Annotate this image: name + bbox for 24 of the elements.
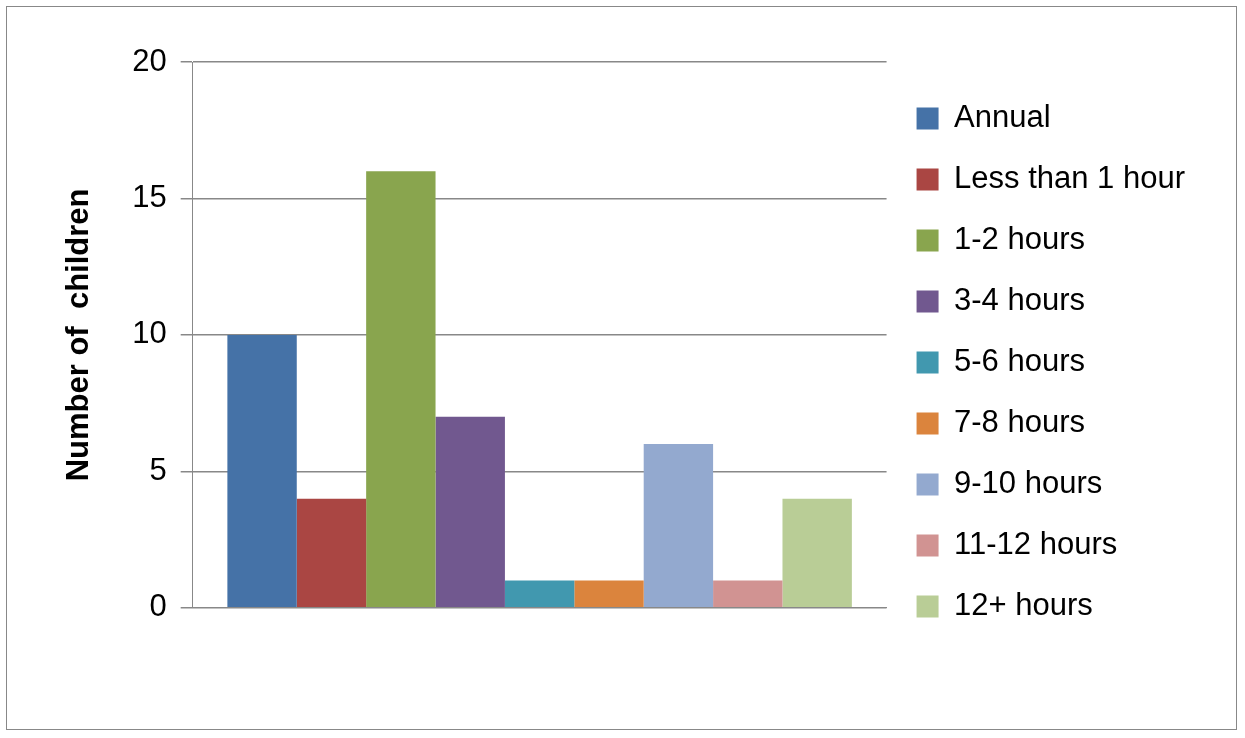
bar [713, 580, 783, 608]
legend-label: 3-4 hours [954, 282, 1086, 318]
bar [504, 580, 575, 608]
bar [435, 416, 505, 608]
y-tick-label: 10 [132, 315, 167, 351]
legend-label: 1-2 hours [954, 221, 1086, 257]
bar [296, 498, 367, 608]
legend-label: Annual [954, 99, 1051, 135]
legend-label: Less than 1 hour [954, 160, 1186, 196]
bar [643, 444, 714, 608]
bar [782, 498, 852, 608]
legend-label: 5-6 hours [954, 343, 1086, 379]
y-tick-label: 20 [132, 42, 167, 78]
bar [227, 334, 297, 608]
legend-label: 12+ hours [954, 587, 1093, 623]
y-tick-label: 5 [149, 451, 167, 487]
y-tick-label: 15 [132, 179, 167, 214]
bar [574, 580, 644, 608]
y-axis-title: Number of children [60, 188, 96, 482]
legend-label: 9-10 hours [954, 465, 1103, 501]
legend-label: 11-12 hours [954, 526, 1118, 562]
y-tick-label: 0 [149, 588, 167, 624]
legend-label: 7-8 hours [954, 404, 1086, 440]
bar [366, 171, 436, 608]
